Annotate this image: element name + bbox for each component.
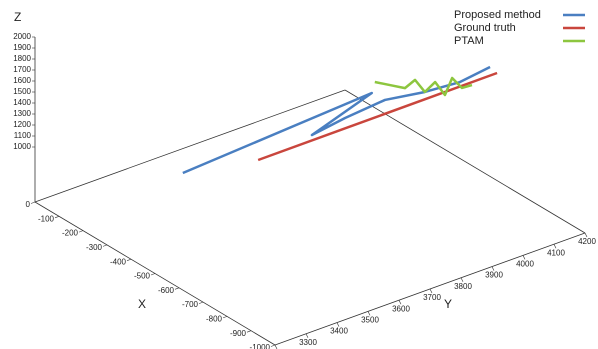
z-tick-label: 1700 <box>13 65 31 74</box>
x-tick-label: 0 <box>26 200 31 209</box>
y-tick <box>305 333 309 338</box>
x-tick-label: -800 <box>206 315 223 324</box>
legend-label: Ground truth <box>454 22 516 34</box>
y-tick-label: 3400 <box>330 327 348 336</box>
z-tick-label: 1100 <box>14 131 32 140</box>
z-axis-label: Z <box>14 10 21 24</box>
x-tick <box>30 201 36 204</box>
y-tick <box>460 277 464 282</box>
y-tick-label: 3900 <box>485 271 503 280</box>
legend-label: Proposed method <box>454 9 541 21</box>
y-tick-label: 3300 <box>299 338 317 347</box>
x-tick-label: -1000 <box>250 343 271 349</box>
x-tick <box>270 344 276 347</box>
x-tick-label: -200 <box>62 229 79 238</box>
y-tick <box>553 244 557 249</box>
x-tick <box>246 330 252 333</box>
data-line <box>182 65 491 175</box>
y-tick-label: 4000 <box>516 260 534 269</box>
y-tick <box>398 300 402 305</box>
y-tick-label: 4100 <box>547 248 565 257</box>
legend-label: PTAM <box>454 35 484 47</box>
x-tick-label: -500 <box>134 272 151 281</box>
y-axis-label: Y <box>444 297 452 311</box>
y-tick <box>429 288 433 294</box>
z-tick-label: 1400 <box>13 98 31 107</box>
floor-edge <box>34 89 346 203</box>
x-tick <box>78 230 84 233</box>
x-tick <box>198 301 204 304</box>
y-tick-label: 4200 <box>578 237 596 246</box>
z-tick-label: 1800 <box>13 54 31 63</box>
y-tick <box>274 344 278 349</box>
x-tick-label: -600 <box>158 286 175 295</box>
x-tick <box>54 216 60 219</box>
z-tick-label: 2000 <box>13 32 31 41</box>
z-tick-label: 1900 <box>13 43 31 52</box>
y-tick <box>522 255 526 260</box>
data-line <box>257 71 498 162</box>
x-tick <box>126 258 132 261</box>
y-tick <box>336 322 340 327</box>
data-line <box>374 76 473 97</box>
z-tick-label: 1300 <box>13 109 31 118</box>
x-tick-label: -300 <box>86 243 103 252</box>
y-tick <box>367 311 371 316</box>
y-tick <box>584 232 588 238</box>
x-tick-label: -700 <box>182 300 199 309</box>
x-tick-label: -900 <box>230 329 247 338</box>
x-axis-label: X <box>138 297 146 311</box>
x-tick <box>150 273 156 276</box>
y-tick-label: 3500 <box>361 316 379 325</box>
floor-edge <box>344 89 586 234</box>
z-tick-label: 1200 <box>13 120 31 129</box>
y-tick-label: 3600 <box>392 304 410 313</box>
x-tick <box>222 316 228 319</box>
z-tick-label: 1600 <box>13 76 31 85</box>
x-tick <box>174 287 180 290</box>
x-tick-label: -400 <box>110 257 127 266</box>
z-tick-label: 1000 <box>13 142 31 151</box>
y-tick-label: 3800 <box>454 282 472 291</box>
y-tick-label: 3700 <box>423 293 441 302</box>
x-tick-label: -100 <box>38 214 55 223</box>
x-tick <box>102 244 108 247</box>
y-tick <box>491 266 495 271</box>
z-tick-label: 1500 <box>13 87 31 96</box>
